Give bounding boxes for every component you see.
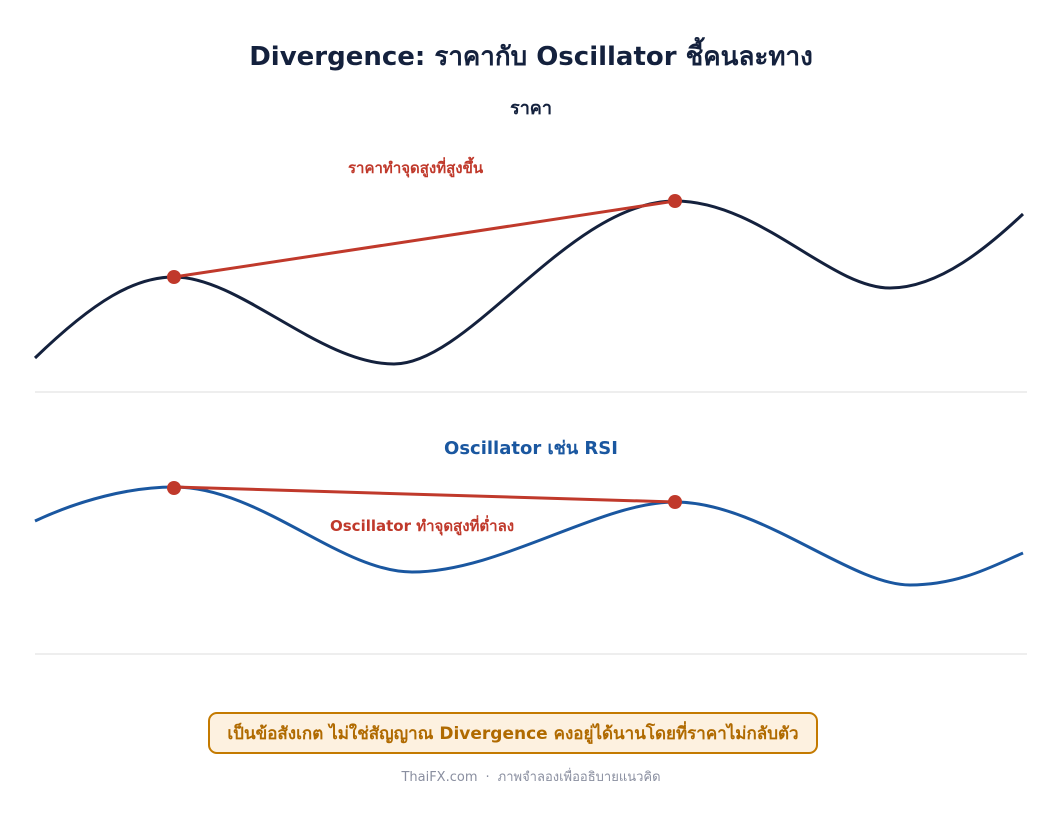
footer: ThaiFX.com · ภาพจำลองเพื่ออธิบายแนวคิด <box>0 766 1062 787</box>
price-panel-label: ราคา <box>510 98 552 119</box>
price-peak-2-marker <box>668 194 682 208</box>
oscillator-annotation: Oscillator ทำจุดสูงที่ต่ำลง <box>330 517 515 535</box>
footer-site: ThaiFX.com <box>401 770 478 785</box>
oscillator-curve <box>34 485 1024 587</box>
observation-note-text: เป็นข้อสังเกต ไม่ใช่สัญญาณ Divergence คง… <box>227 723 799 744</box>
oscillator-peak-1-marker <box>167 481 181 495</box>
footer-caption: ภาพจำลองเพื่ออธิบายแนวคิด <box>497 770 661 785</box>
price-curve <box>33 199 1025 366</box>
observation-note: เป็นข้อสังเกต ไม่ใช่สัญญาณ Divergence คง… <box>208 712 818 754</box>
oscillator-peak-2-marker <box>668 495 682 509</box>
chart-title: Divergence: ราคากับ Oscillator ชี้คนละทา… <box>249 42 813 72</box>
price-annotation: ราคาทำจุดสูงที่สูงขึ้น <box>348 159 484 177</box>
oscillator-panel-label: Oscillator เช่น RSI <box>444 438 618 459</box>
price-peak-1-marker <box>167 270 181 284</box>
footer-separator: · <box>485 770 490 785</box>
oscillator-lower-high-line <box>173 485 676 504</box>
price-higher-high-line <box>173 199 676 279</box>
